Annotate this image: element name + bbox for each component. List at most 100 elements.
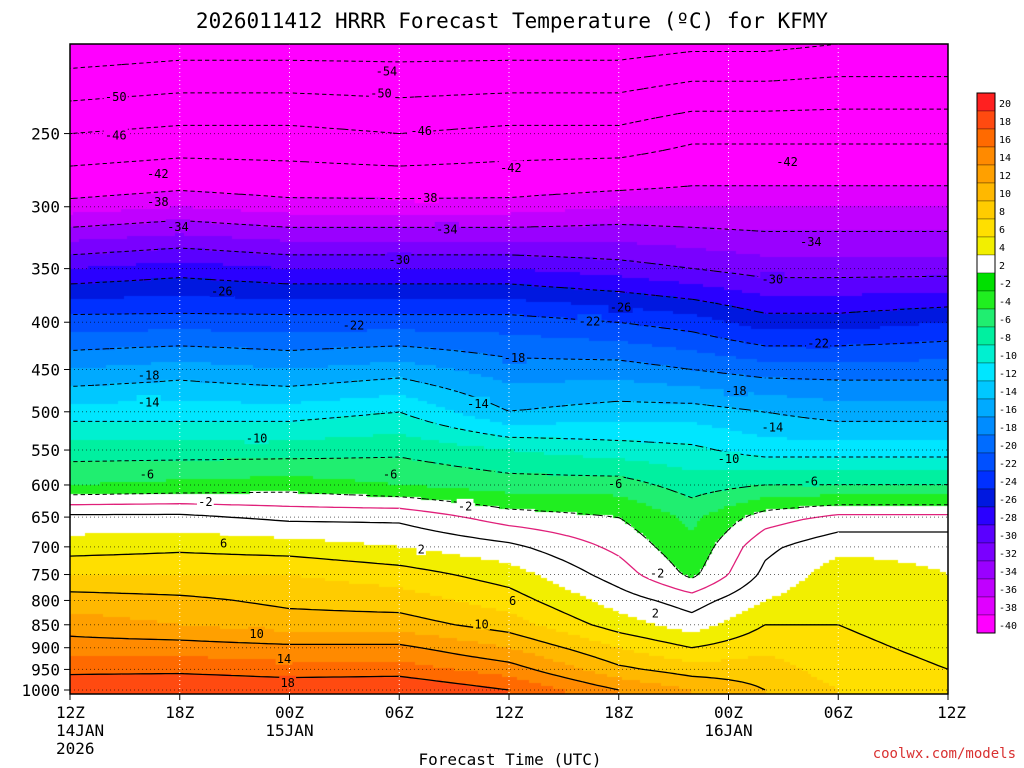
- contour-label-text: -34: [436, 222, 458, 236]
- contour-label: -42: [498, 160, 523, 175]
- colorbar-label: -24: [999, 477, 1017, 488]
- x-tick-year: 2026: [56, 739, 95, 758]
- colorbar-swatch: [976, 470, 996, 490]
- contour-line: [69, 143, 948, 167]
- contour-label: -50: [103, 89, 128, 104]
- contour-label-text: -14: [138, 396, 160, 410]
- x-tick-label: 12Z: [56, 703, 85, 722]
- contour-label-text: -22: [343, 319, 365, 333]
- contour-line: [69, 185, 948, 200]
- contour-label-bg: [416, 542, 426, 556]
- contour-label-bg: [103, 89, 128, 103]
- colorbar-swatch: [976, 326, 996, 346]
- contour-label-bg: [608, 299, 633, 313]
- contour-label: -54: [374, 64, 399, 79]
- contour-label-bg: [760, 419, 785, 433]
- y-tick-label: 800: [31, 591, 60, 610]
- contour-label-bg: [374, 64, 399, 78]
- x-tick-label: 00Z: [714, 703, 743, 722]
- colorbar-swatch: [976, 578, 996, 598]
- contour-label: -34: [165, 219, 191, 234]
- credit-text: coolwx.com/models: [873, 746, 1016, 762]
- colorbar-label: -14: [999, 387, 1017, 398]
- colorbar-swatch: [976, 506, 996, 526]
- contour-label-text: -26: [610, 300, 632, 314]
- contour-label: -22: [577, 314, 602, 329]
- contour-label: -34: [798, 234, 823, 249]
- colorbar-label: -22: [999, 459, 1017, 470]
- contour-label-bg: [136, 367, 161, 381]
- colorbar-swatch: [976, 272, 996, 292]
- colorbar-swatch: [976, 308, 996, 328]
- colorbar-label: 16: [999, 135, 1011, 146]
- colorbar-label: 12: [999, 171, 1011, 182]
- contour-label-text: -6: [140, 468, 154, 482]
- contour-label-text: -6: [804, 474, 818, 488]
- y-tick-label: 850: [31, 616, 60, 635]
- contour-label-bg: [279, 675, 297, 689]
- contour-label-bg: [577, 314, 602, 328]
- contour-label-bg: [716, 451, 741, 465]
- contour-line: [69, 377, 948, 422]
- contour-label-bg: [473, 616, 490, 630]
- contour-label-text: -6: [608, 477, 622, 491]
- contour-label-text: -50: [370, 87, 392, 101]
- x-tick-label: 18Z: [604, 703, 633, 722]
- contour-label-bg: [138, 467, 156, 481]
- colorbar-label: -8: [999, 333, 1011, 344]
- contour-label-text: -18: [504, 351, 526, 365]
- contour-label: -46: [409, 123, 434, 138]
- contour-line: [69, 247, 949, 279]
- contour-label: 6: [218, 535, 229, 550]
- colorbar-swatch: [976, 614, 996, 634]
- contour-label-text: -30: [388, 253, 410, 267]
- contour-label-bg: [218, 535, 229, 549]
- colorbar-swatch: [976, 434, 996, 454]
- contour-label-bg: [196, 494, 214, 508]
- colorbar-label: 4: [999, 243, 1005, 254]
- contour-label-bg: [145, 166, 170, 180]
- contour-label-bg: [456, 498, 474, 512]
- contour-label-bg: [465, 396, 491, 410]
- x-tick-label: 06Z: [824, 703, 853, 722]
- contour-label: -6: [381, 467, 399, 482]
- contour-label: -46: [103, 128, 128, 143]
- contour-label-bg: [606, 476, 624, 490]
- x-tick-date: 16JAN: [704, 721, 752, 740]
- contour-label-bg: [387, 252, 412, 266]
- colorbar-swatch: [976, 110, 996, 130]
- contour-label: -18: [136, 367, 161, 382]
- colorbar-swatch: [976, 200, 996, 220]
- contour-label: -22: [806, 335, 831, 350]
- contour-label-bg: [145, 194, 170, 208]
- contour-label: -14: [136, 395, 161, 410]
- contour-label-bg: [774, 154, 800, 168]
- colorbar-swatch: [976, 452, 996, 472]
- colorbar-label: 2: [999, 261, 1005, 272]
- contour-label-bg: [502, 350, 527, 364]
- x-tick-date: 15JAN: [265, 721, 313, 740]
- contour-label-bg: [409, 123, 434, 137]
- contour-label-bg: [648, 565, 666, 579]
- colorbar-label: -18: [999, 423, 1017, 434]
- y-tick-label: 400: [31, 313, 60, 332]
- contour-label: -2: [196, 494, 214, 509]
- contour-label: 14: [275, 651, 293, 666]
- contour-label-bg: [806, 335, 831, 349]
- colorbar-label: 14: [999, 153, 1011, 164]
- y-tick-label: 300: [31, 198, 60, 217]
- contour-label-text: 10: [249, 627, 263, 641]
- colorbar-label: 8: [999, 207, 1005, 218]
- colorbar-label: -36: [999, 585, 1017, 596]
- colorbar-label: 18: [999, 117, 1011, 128]
- contour-label: -26: [209, 283, 234, 298]
- contour-label: -22: [341, 318, 366, 333]
- colorbar-swatch: [976, 128, 996, 148]
- contour-label-text: -50: [105, 90, 127, 104]
- contour-line: [69, 345, 948, 381]
- x-tick-label: 12Z: [937, 703, 966, 722]
- contour-label: -42: [774, 154, 800, 169]
- contour-label-text: -10: [246, 432, 268, 446]
- colorbar-label: -2: [999, 279, 1011, 290]
